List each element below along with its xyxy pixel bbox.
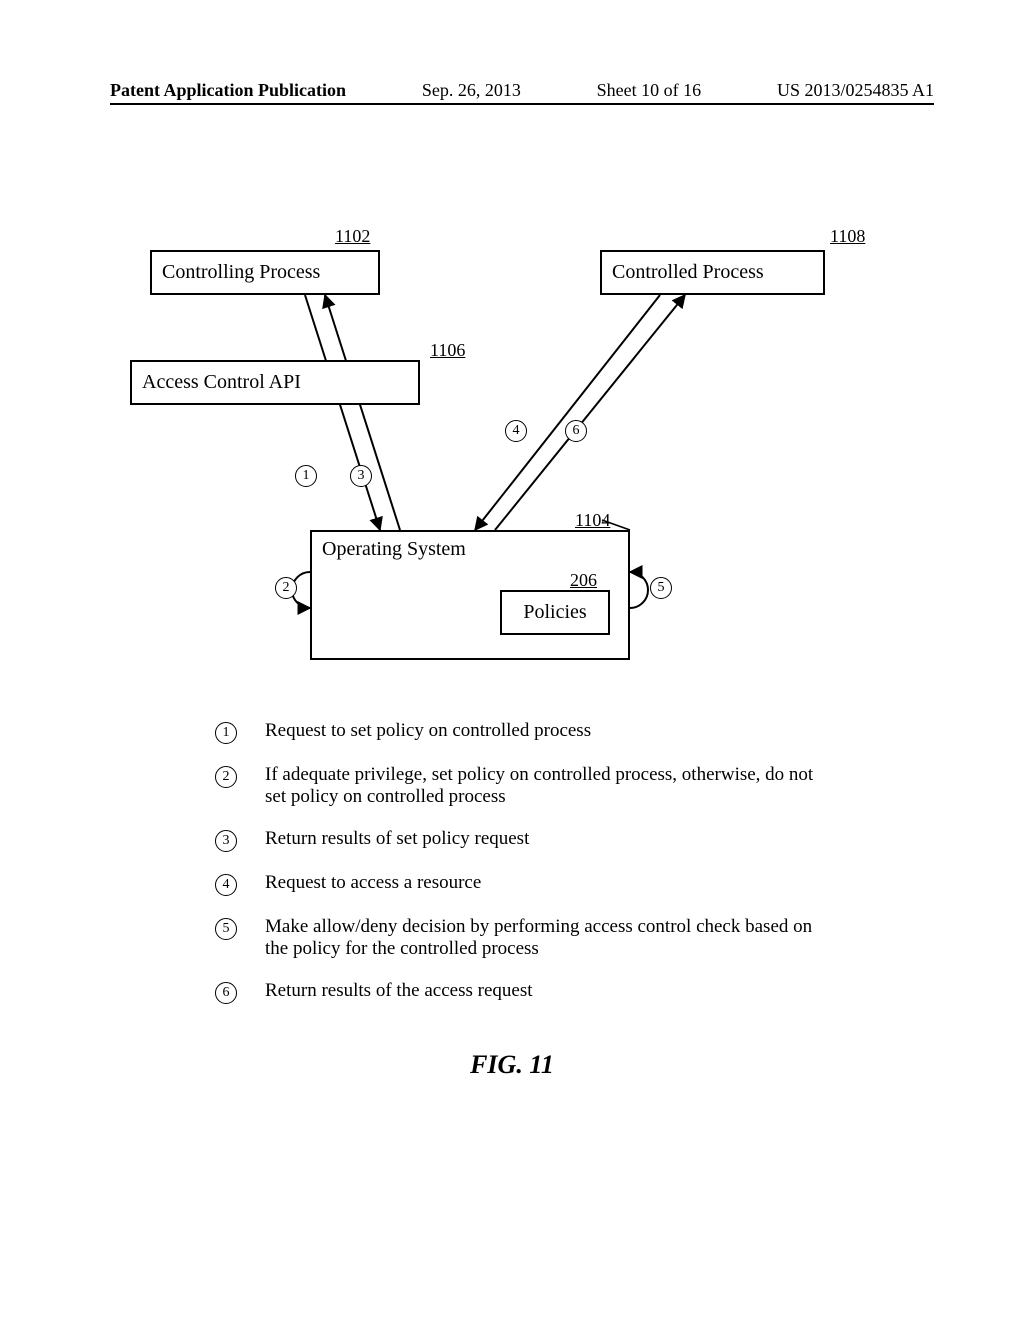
- header-left: Patent Application Publication: [110, 80, 346, 101]
- step-marker-6: 6: [565, 420, 587, 442]
- header-pubno: US 2013/0254835 A1: [777, 80, 934, 101]
- legend-text-2: If adequate privilege, set policy on con…: [265, 764, 835, 808]
- legend-row-3: 3 Return results of set policy request: [215, 828, 835, 852]
- legend-row-6: 6 Return results of the access request: [215, 980, 835, 1004]
- operating-system-label: Operating System: [322, 538, 466, 561]
- ref-acapi: 1106: [430, 340, 465, 361]
- figure-caption: FIG. 11: [0, 1050, 1024, 1080]
- step-marker-4: 4: [505, 420, 527, 442]
- arrow-1: [305, 295, 380, 530]
- policies-label: Policies: [523, 601, 586, 624]
- controlled-process-label: Controlled Process: [612, 261, 764, 284]
- legend-num-6: 6: [215, 982, 237, 1004]
- legend-row-4: 4 Request to access a resource: [215, 872, 835, 896]
- legend-num-2: 2: [215, 766, 237, 788]
- ref-controlling: 1102: [335, 226, 370, 247]
- ref-os: 1104: [575, 510, 610, 531]
- access-control-api-label: Access Control API: [142, 371, 301, 394]
- arrow-4: [475, 295, 660, 530]
- legend-row-2: 2 If adequate privilege, set policy on c…: [215, 764, 835, 808]
- arrow-3: [325, 295, 400, 530]
- header-date: Sep. 26, 2013: [422, 80, 521, 101]
- step-marker-3: 3: [350, 465, 372, 487]
- header-sheet: Sheet 10 of 16: [597, 80, 701, 101]
- legend-row-5: 5 Make allow/deny decision by performing…: [215, 916, 835, 960]
- legend-num-1: 1: [215, 722, 237, 744]
- legend-text-5: Make allow/deny decision by performing a…: [265, 916, 835, 960]
- step-marker-5: 5: [650, 577, 672, 599]
- controlled-process-box: Controlled Process: [600, 250, 825, 295]
- legend: 1 Request to set policy on controlled pr…: [215, 720, 835, 1024]
- policies-box: Policies: [500, 590, 610, 635]
- ref-controlled: 1108: [830, 226, 865, 247]
- page-header: Patent Application Publication Sep. 26, …: [110, 80, 934, 105]
- legend-row-1: 1 Request to set policy on controlled pr…: [215, 720, 835, 744]
- legend-num-3: 3: [215, 830, 237, 852]
- ref-policies: 206: [570, 570, 597, 591]
- controlling-process-label: Controlling Process: [162, 261, 320, 284]
- legend-num-4: 4: [215, 874, 237, 896]
- arrow-6: [495, 295, 685, 530]
- diagram-area: Controlling Process 1102 Controlled Proc…: [130, 230, 890, 670]
- legend-num-5: 5: [215, 918, 237, 940]
- controlling-process-box: Controlling Process: [150, 250, 380, 295]
- loop-5: [630, 572, 648, 608]
- legend-text-3: Return results of set policy request: [265, 828, 529, 850]
- legend-text-6: Return results of the access request: [265, 980, 533, 1002]
- step-marker-1: 1: [295, 465, 317, 487]
- access-control-api-box: Access Control API: [130, 360, 420, 405]
- legend-text-4: Request to access a resource: [265, 872, 481, 894]
- legend-text-1: Request to set policy on controlled proc…: [265, 720, 591, 742]
- step-marker-2: 2: [275, 577, 297, 599]
